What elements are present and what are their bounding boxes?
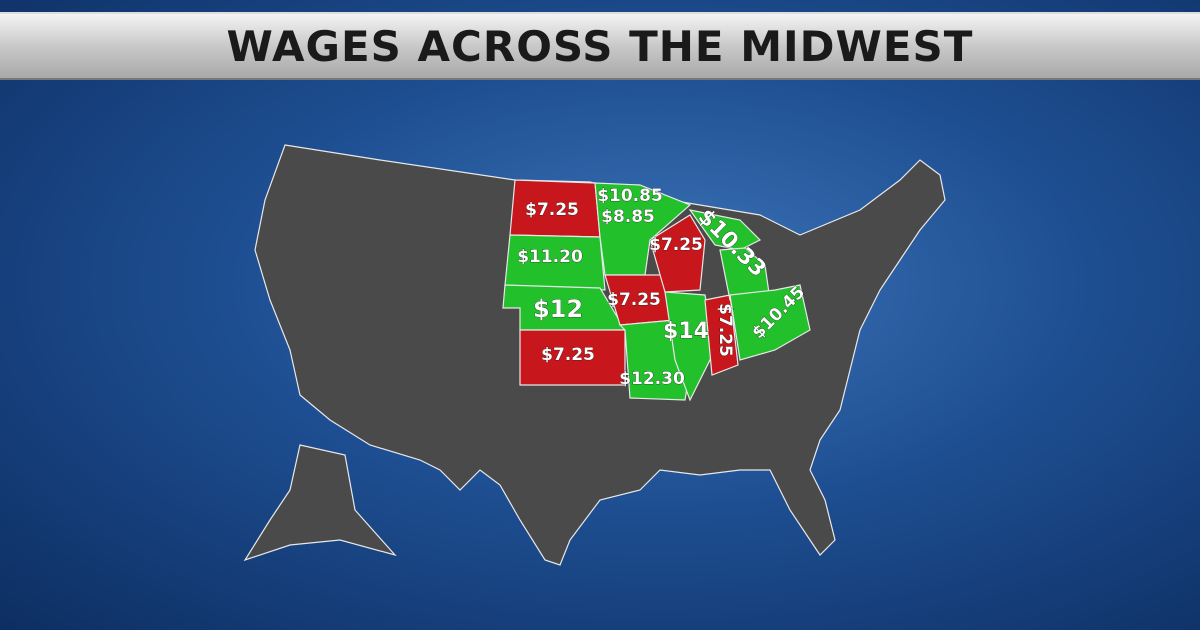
wage-label: $12 bbox=[533, 295, 583, 323]
wage-label: $7.25 bbox=[607, 290, 661, 310]
midwest-states bbox=[502, 179, 811, 402]
wage-label: $8.85 bbox=[601, 207, 655, 227]
wage-label: $14 bbox=[663, 319, 709, 344]
alaska bbox=[243, 444, 397, 562]
wage-label: $10.85 bbox=[597, 186, 663, 206]
wage-label: $7.25 bbox=[715, 303, 735, 357]
state bbox=[519, 329, 626, 386]
state bbox=[729, 284, 811, 361]
state bbox=[649, 214, 706, 293]
wage-label: $12.30 bbox=[619, 369, 685, 389]
state bbox=[719, 247, 771, 301]
wage-label: $11.20 bbox=[517, 247, 583, 267]
wage-label: $7.25 bbox=[649, 235, 703, 255]
wage-label: $7.25 bbox=[541, 345, 595, 365]
state bbox=[704, 294, 739, 376]
state bbox=[594, 182, 692, 276]
title-bar: WAGES ACROSS THE MIDWEST bbox=[0, 12, 1200, 80]
title: WAGES ACROSS THE MIDWEST bbox=[226, 21, 974, 71]
wage-label: $7.25 bbox=[525, 200, 579, 220]
state bbox=[504, 234, 606, 291]
state bbox=[664, 291, 716, 402]
state bbox=[688, 209, 762, 251]
